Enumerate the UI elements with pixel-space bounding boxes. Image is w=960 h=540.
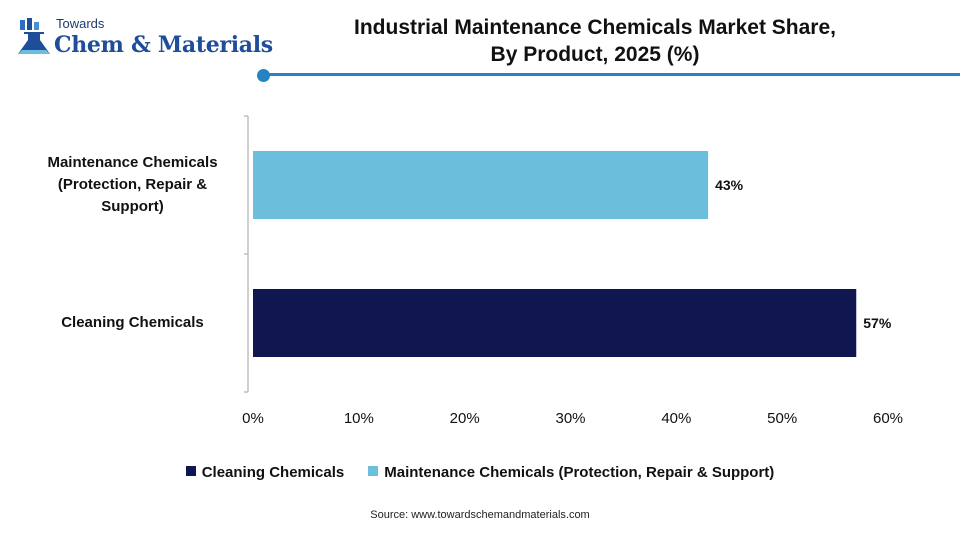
category-label-line: Cleaning Chemicals bbox=[61, 314, 204, 331]
legend-swatch bbox=[368, 466, 379, 476]
bar-1 bbox=[253, 289, 857, 357]
category-label-1: Cleaning Chemicals bbox=[20, 312, 245, 334]
x-tick-label: 0% bbox=[242, 410, 264, 427]
bar-0 bbox=[253, 151, 709, 219]
source-note: Source: www.towardschemandmaterials.com bbox=[370, 509, 590, 521]
category-label-line: (Protection, Repair & bbox=[57, 176, 208, 193]
chart-title-line-2: By Product, 2025 (%) bbox=[490, 43, 700, 66]
legend-item-0: Cleaning Chemicals bbox=[185, 464, 345, 481]
title-divider bbox=[262, 73, 960, 76]
legend-swatch bbox=[185, 466, 196, 476]
chart-title-line-1: Industrial Maintenance Chemicals Market … bbox=[354, 16, 836, 39]
legend-label: Cleaning Chemicals bbox=[201, 464, 345, 481]
legend-label: Maintenance Chemicals (Protection, Repai… bbox=[384, 464, 775, 481]
value-label-1: 57% bbox=[863, 315, 892, 331]
flask-icon bbox=[18, 18, 50, 54]
x-tick-label: 40% bbox=[661, 410, 691, 427]
value-label-0: 43% bbox=[715, 177, 744, 193]
legend-item-1: Maintenance Chemicals (Protection, Repai… bbox=[368, 464, 774, 481]
x-tick-label: 30% bbox=[555, 410, 585, 427]
x-tick-label: 60% bbox=[873, 410, 903, 427]
title-divider-dot bbox=[257, 69, 270, 82]
x-tick-label: 50% bbox=[767, 410, 797, 427]
x-tick-label: 10% bbox=[344, 410, 374, 427]
x-tick-label: 20% bbox=[450, 410, 480, 427]
category-label-line: Maintenance Chemicals bbox=[47, 154, 218, 171]
category-label-0: Maintenance Chemicals (Protection, Repair… bbox=[20, 152, 245, 218]
chart-legend: Cleaning Chemicals Maintenance Chemicals … bbox=[0, 464, 960, 481]
brand-line-1: Towards bbox=[56, 16, 105, 31]
category-label-line: Support) bbox=[101, 198, 164, 215]
brand-logo: Towards Chem & Materials bbox=[14, 12, 273, 68]
brand-line-2: Chem & Materials bbox=[54, 32, 273, 58]
chart-title: Industrial Maintenance Chemicals Market … bbox=[270, 14, 920, 68]
